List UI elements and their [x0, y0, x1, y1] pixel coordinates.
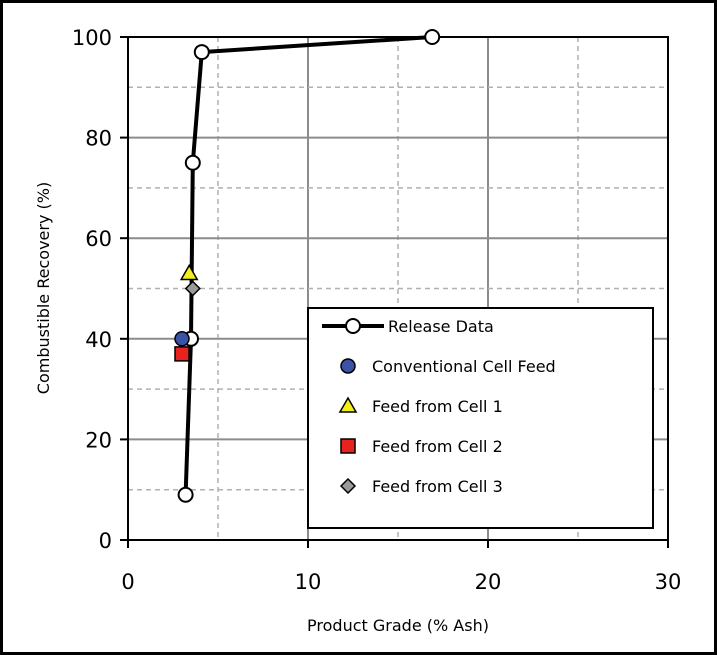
- data-point: [177, 486, 194, 503]
- data-point: [193, 44, 210, 61]
- legend-box: [307, 307, 654, 529]
- legend-label: Feed from Cell 3: [372, 477, 503, 496]
- legend-label: Feed from Cell 2: [372, 437, 503, 456]
- series-triangle: [179, 263, 199, 281]
- data-point: [424, 29, 441, 45]
- legend-label: Feed from Cell 1: [372, 397, 503, 416]
- series-layer: [174, 29, 441, 503]
- x-tick-label: 0: [121, 570, 134, 594]
- data-point: [184, 280, 201, 297]
- legend: Release Data Conventional Cell Feed Feed f…: [307, 307, 654, 529]
- y-tick-label: 80: [85, 127, 112, 151]
- legend-marker: [345, 318, 361, 334]
- x-tick-label: 30: [655, 570, 682, 594]
- data-point: [184, 154, 201, 171]
- legend-label: Conventional Cell Feed: [372, 357, 556, 376]
- y-axis-title: Combustible Recovery (%): [34, 182, 53, 394]
- chart-canvas: 0 10 20 30 0 20 40 60 80 100 Product Grade (% Ash…: [3, 3, 714, 652]
- data-point: [179, 263, 199, 281]
- y-tick-label: 20: [85, 428, 112, 452]
- legend-marker: [338, 396, 358, 413]
- series-open-circle: [177, 29, 441, 503]
- scatter-chart: 0 10 20 30 0 20 40 60 80 100 Product Grade (% Ash…: [34, 26, 681, 635]
- legend-label: Release Data: [388, 317, 494, 336]
- x-axis-title: Product Grade (% Ash): [307, 616, 489, 635]
- y-tick-label: 40: [85, 328, 112, 352]
- y-tick-label: 100: [72, 26, 112, 50]
- axis-tick-labels: 0 10 20 30 0 20 40 60 80 100: [72, 26, 681, 594]
- series-circle: [174, 331, 190, 347]
- series-diamond: [184, 280, 201, 297]
- legend-marker: [340, 438, 356, 454]
- y-tick-label: 60: [85, 227, 112, 251]
- plot-area-border: [127, 36, 669, 541]
- legend-marker: [339, 477, 357, 495]
- legend-marker: [340, 358, 356, 374]
- data-point: [174, 331, 190, 347]
- axis-ticks: [120, 36, 669, 548]
- x-tick-label: 10: [295, 570, 322, 594]
- y-tick-label: 0: [99, 529, 112, 553]
- data-point: [174, 346, 190, 362]
- series-square: [174, 346, 190, 362]
- x-tick-label: 20: [475, 570, 502, 594]
